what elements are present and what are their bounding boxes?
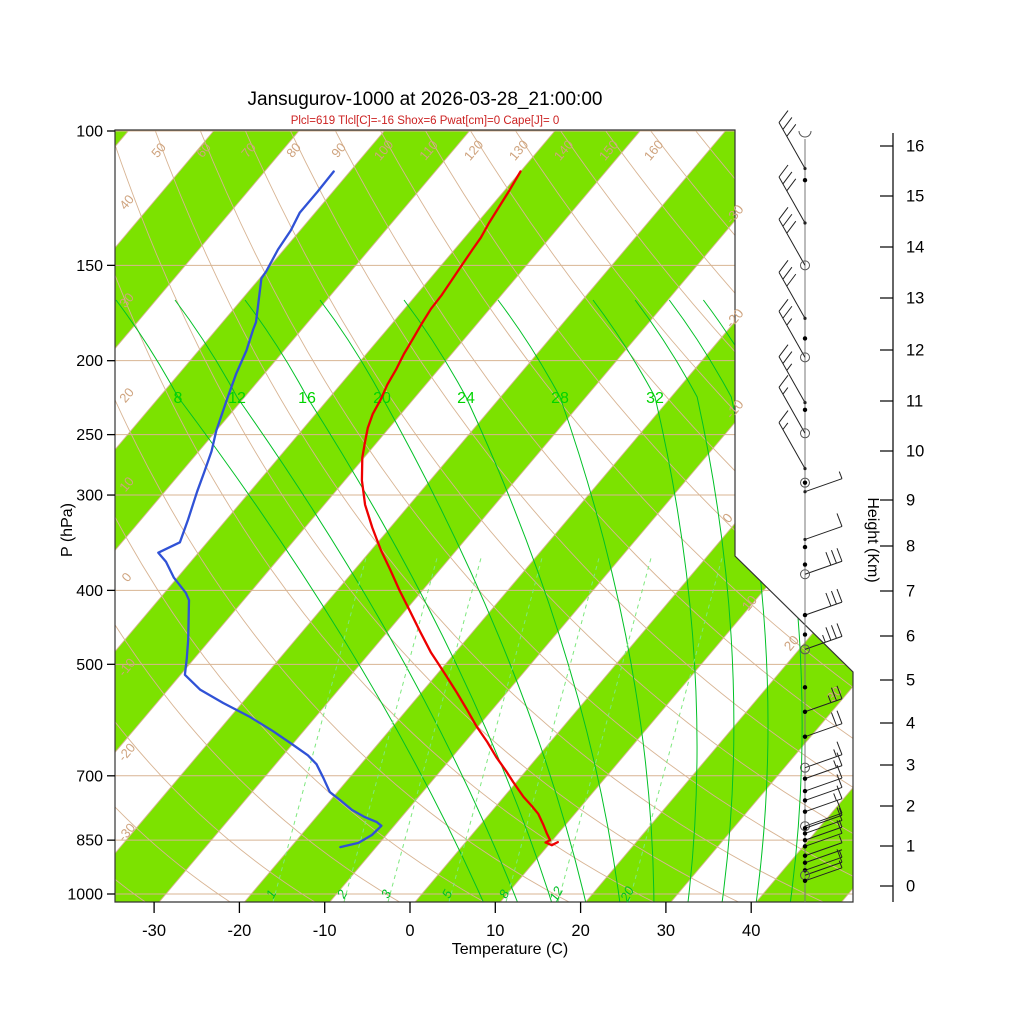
svg-text:24: 24 (457, 390, 475, 407)
wind-barb-column (778, 110, 843, 902)
temperature-axis-title: Temperature (C) (451, 941, 569, 958)
svg-text:2: 2 (906, 798, 915, 816)
svg-text:3: 3 (378, 886, 395, 900)
svg-text:12: 12 (906, 342, 924, 360)
mixing-ratio-lines (272, 557, 723, 902)
svg-text:160: 160 (641, 137, 666, 163)
temperature-stripes (115, 130, 853, 902)
svg-text:6: 6 (906, 628, 915, 646)
svg-text:8: 8 (174, 390, 183, 407)
svg-text:16: 16 (298, 390, 316, 407)
svg-text:1: 1 (906, 838, 915, 856)
svg-text:90: 90 (328, 140, 349, 161)
svg-text:0: 0 (118, 570, 134, 585)
svg-text:11: 11 (906, 393, 923, 411)
svg-text:100: 100 (76, 124, 103, 141)
svg-text:16: 16 (906, 138, 924, 156)
svg-text:20: 20 (617, 883, 638, 904)
staff-top-cap-icon (798, 130, 812, 138)
svg-text:10: 10 (739, 593, 760, 614)
svg-text:40: 40 (116, 192, 137, 213)
plot-frame (114, 129, 854, 903)
svg-text:12: 12 (546, 883, 566, 903)
svg-text:3: 3 (906, 757, 915, 775)
svg-text:40: 40 (742, 922, 760, 940)
svg-text:28: 28 (551, 390, 569, 407)
temperature-curve (360, 170, 559, 847)
svg-text:120: 120 (461, 137, 486, 163)
svg-text:150: 150 (76, 258, 103, 275)
svg-text:-20: -20 (723, 306, 747, 331)
svg-text:0: 0 (405, 922, 414, 940)
svg-text:20: 20 (781, 633, 802, 654)
svg-text:400: 400 (76, 583, 103, 600)
svg-text:-20: -20 (227, 922, 251, 940)
svg-text:500: 500 (76, 657, 103, 674)
svg-text:13: 13 (906, 290, 924, 308)
svg-text:8: 8 (906, 538, 915, 556)
svg-text:250: 250 (76, 427, 103, 444)
svg-text:130: 130 (506, 137, 531, 163)
svg-text:-30: -30 (142, 922, 166, 940)
svg-text:30: 30 (657, 922, 675, 940)
svg-text:20: 20 (571, 922, 589, 940)
green-line-labels: 8 12 16 20 24 28 321 2 3 5 8 12 20 (174, 390, 664, 905)
svg-text:700: 700 (76, 768, 103, 785)
svg-text:14: 14 (906, 239, 924, 257)
svg-text:5: 5 (906, 672, 915, 690)
svg-text:10: 10 (906, 443, 924, 461)
svg-text:300: 300 (76, 488, 103, 505)
moist-adiabats (115, 299, 803, 902)
svg-text:9: 9 (906, 492, 915, 510)
svg-text:2: 2 (333, 886, 350, 901)
svg-text:7: 7 (906, 583, 915, 601)
chart-title: Jansugurov-1000 at 2026-03-28_21:00:00 (247, 89, 603, 110)
svg-text:850: 850 (76, 833, 103, 850)
svg-text:12: 12 (228, 390, 246, 407)
svg-text:200: 200 (76, 353, 103, 370)
svg-text:0: 0 (719, 510, 735, 525)
svg-text:1000: 1000 (67, 887, 103, 904)
svg-text:32: 32 (646, 390, 664, 407)
dewpoint-curve (157, 170, 383, 849)
svg-text:10: 10 (486, 922, 504, 940)
svg-text:15: 15 (906, 188, 924, 206)
svg-text:-10: -10 (313, 922, 337, 940)
svg-text:4: 4 (906, 715, 915, 733)
chart-subtitle: Plcl=619 Tlcl[C]=-16 Shox=6 Pwat[cm]=0 C… (290, 115, 560, 127)
svg-text:0: 0 (906, 878, 915, 896)
svg-text:20: 20 (116, 385, 137, 406)
